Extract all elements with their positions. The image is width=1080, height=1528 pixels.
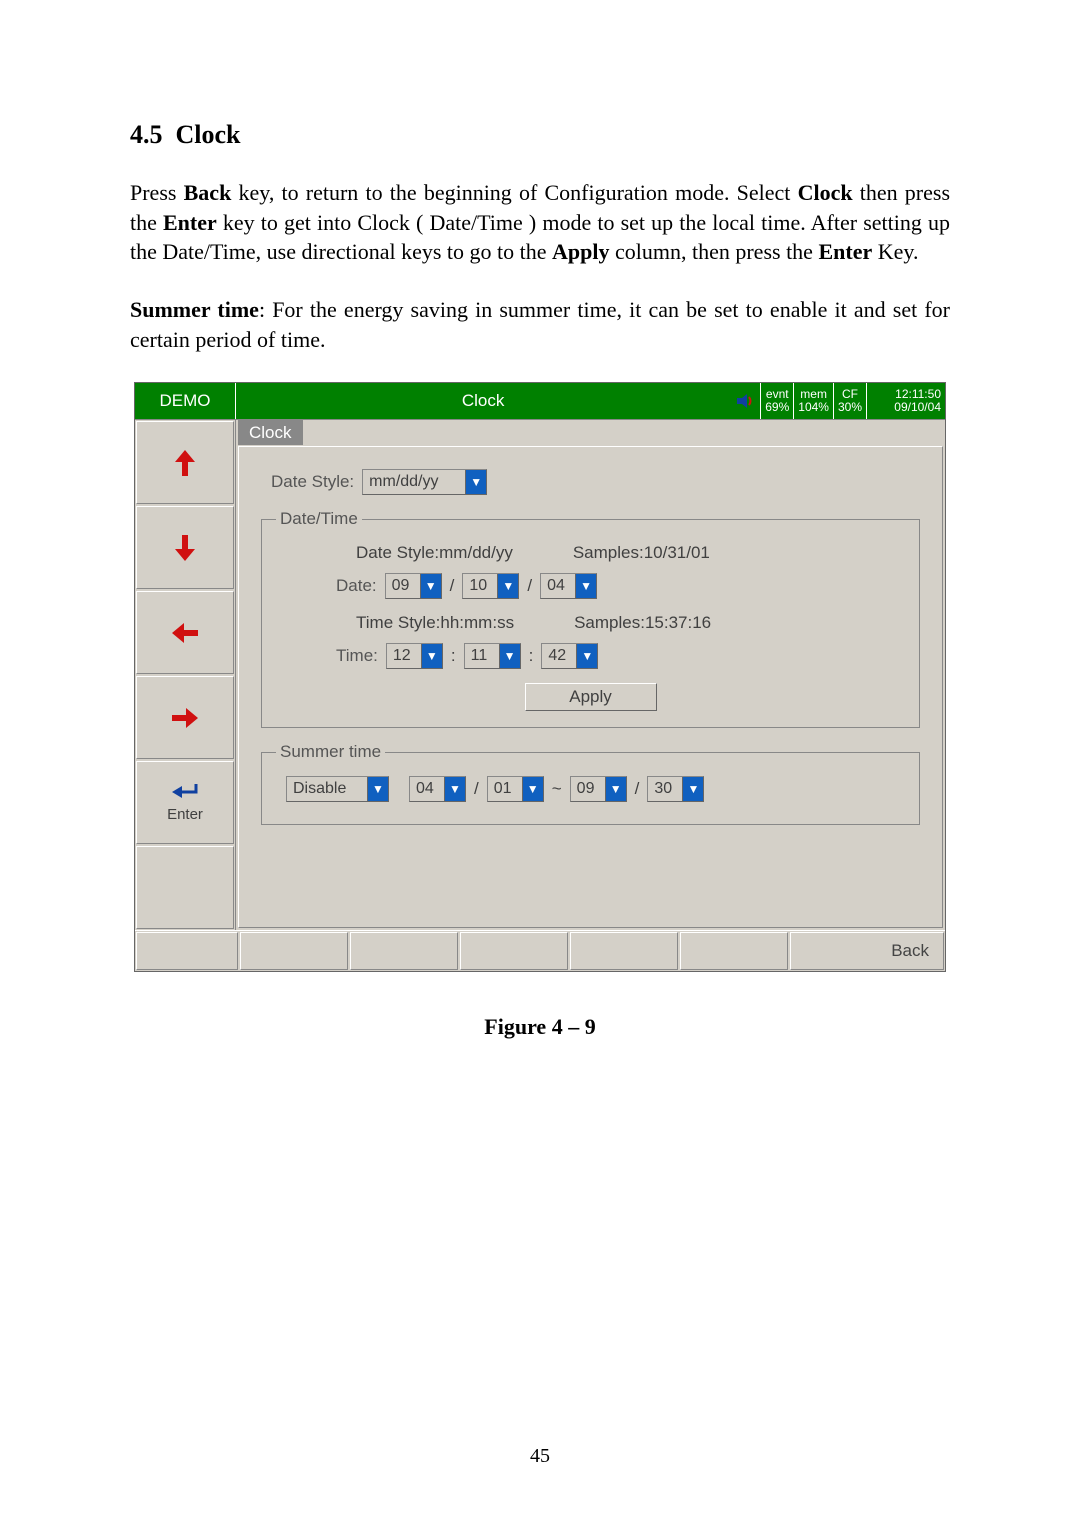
down-button[interactable] xyxy=(136,506,234,589)
speaker-icon xyxy=(730,383,760,419)
blank-button xyxy=(136,846,234,929)
figure-caption: Figure 4 – 9 xyxy=(130,1014,950,1040)
enter-label: Enter xyxy=(167,806,203,823)
paragraph-2: Summer time: For the energy saving in su… xyxy=(130,295,950,354)
summer-end-mm-select[interactable]: 09▼ xyxy=(570,776,627,802)
bottom-blank xyxy=(136,932,238,970)
arrow-right-icon xyxy=(170,706,200,730)
section-title: Clock xyxy=(176,120,241,149)
right-button[interactable] xyxy=(136,676,234,759)
chevron-down-icon: ▼ xyxy=(421,644,442,668)
enter-icon xyxy=(170,782,200,802)
chevron-down-icon: ▼ xyxy=(576,644,597,668)
chevron-down-icon: ▼ xyxy=(605,777,626,801)
status-cells: evnt69% mem104% CF30% 12:11:5009/10/04 xyxy=(760,383,945,419)
date-dd-select[interactable]: 10▼ xyxy=(462,573,519,599)
chevron-down-icon: ▼ xyxy=(575,574,596,598)
arrow-up-icon xyxy=(173,448,197,478)
date-style-label: Date Style: xyxy=(271,472,354,492)
summer-start-dd-select[interactable]: 01▼ xyxy=(487,776,544,802)
date-samples: Samples:10/31/01 xyxy=(573,543,710,563)
time-hh-select[interactable]: 12▼ xyxy=(386,643,443,669)
time-mm-select[interactable]: 11▼ xyxy=(464,643,521,669)
bottom-bar: Back xyxy=(135,930,945,971)
summer-end-dd-select[interactable]: 30▼ xyxy=(647,776,704,802)
date-style-select[interactable]: mm/dd/yy ▼ xyxy=(362,469,487,495)
chevron-down-icon: ▼ xyxy=(367,777,388,801)
date-label: Date: xyxy=(336,576,377,596)
summer-group: Summer time Disable▼ 04▼ / 01▼ ~ 09▼ / 3… xyxy=(261,742,920,825)
chevron-down-icon: ▼ xyxy=(497,574,518,598)
time-label: Time: xyxy=(336,646,378,666)
date-mm-select[interactable]: 09▼ xyxy=(385,573,442,599)
left-button[interactable] xyxy=(136,591,234,674)
titlebar-demo: DEMO xyxy=(135,383,236,419)
summer-legend: Summer time xyxy=(276,742,385,762)
sidebar: Enter xyxy=(135,420,235,930)
clock-config-screenshot: DEMO Clock evnt69% mem104% CF30% 12:11:5… xyxy=(134,382,946,972)
chevron-down-icon: ▼ xyxy=(682,777,703,801)
chevron-down-icon: ▼ xyxy=(420,574,441,598)
date-yy-select[interactable]: 04▼ xyxy=(540,573,597,599)
time-ss-select[interactable]: 42▼ xyxy=(541,643,598,669)
tab-clock[interactable]: Clock xyxy=(238,420,303,445)
apply-button[interactable]: Apply xyxy=(525,683,657,711)
page-number: 45 xyxy=(0,1445,1080,1468)
up-button[interactable] xyxy=(136,421,234,504)
arrow-down-icon xyxy=(173,533,197,563)
section-heading: 4.5 Clock xyxy=(130,120,950,150)
time-style-info: Time Style:hh:mm:ss xyxy=(356,613,514,633)
main-panel: Clock Date Style: mm/dd/yy ▼ Date/Time D… xyxy=(235,420,945,930)
arrow-left-icon xyxy=(170,621,200,645)
chevron-down-icon: ▼ xyxy=(465,470,486,494)
datetime-group: Date/Time Date Style:mm/dd/yy Samples:10… xyxy=(261,509,920,728)
summer-mode-select[interactable]: Disable▼ xyxy=(286,776,389,802)
summer-start-mm-select[interactable]: 04▼ xyxy=(409,776,466,802)
titlebar: DEMO Clock evnt69% mem104% CF30% 12:11:5… xyxy=(135,383,945,419)
time-samples: Samples:15:37:16 xyxy=(574,613,711,633)
back-button[interactable]: Back xyxy=(790,932,944,970)
paragraph-1: Press Back key, to return to the beginni… xyxy=(130,178,950,267)
chevron-down-icon: ▼ xyxy=(499,644,520,668)
titlebar-label: Clock xyxy=(236,383,730,419)
date-style-info: Date Style:mm/dd/yy xyxy=(356,543,513,563)
section-number: 4.5 xyxy=(130,120,163,149)
chevron-down-icon: ▼ xyxy=(522,777,543,801)
enter-button[interactable]: Enter xyxy=(136,761,234,844)
chevron-down-icon: ▼ xyxy=(444,777,465,801)
datetime-legend: Date/Time xyxy=(276,509,362,529)
